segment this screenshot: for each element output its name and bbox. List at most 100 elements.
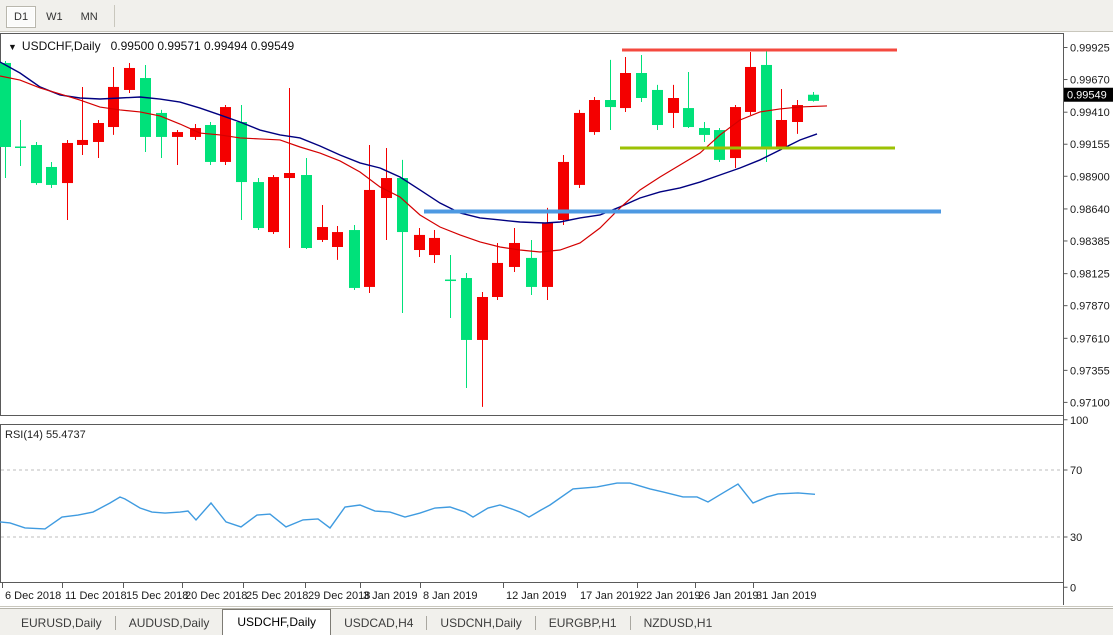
date-tick-label: 3 Jan 2019 [363, 590, 417, 602]
candle-body [156, 112, 167, 137]
candle-body [93, 123, 104, 142]
candle-body [268, 177, 279, 233]
candle-body [714, 130, 725, 160]
chart-tab-usdchf[interactable]: USDCHF,Daily [222, 609, 332, 635]
chart-title: ▼ USDCHF,Daily 0.99500 0.99571 0.99494 0.9… [8, 39, 294, 53]
chevron-down-icon[interactable]: ▼ [8, 42, 17, 52]
candle-body [124, 67, 135, 90]
candle-body [526, 257, 537, 287]
candle-body [301, 175, 312, 249]
timeframe-toolbar: D1 W1 MN [0, 0, 1113, 32]
candle-body [253, 182, 264, 229]
price-tick-label: 0.99410 [1070, 107, 1110, 119]
chart-tab-bar: EURUSD,Daily AUDUSD,Daily USDCHF,Daily USDC… [0, 608, 1113, 635]
date-tick-label: 25 Dec 2018 [246, 590, 308, 602]
candle-body [332, 232, 343, 247]
chart-tab-nzdusd[interactable]: NZDUSD,H1 [643, 616, 713, 630]
candle-body [730, 107, 741, 159]
candle-body [364, 189, 375, 287]
date-tick-label: 12 Jan 2019 [506, 590, 567, 602]
date-tick-label: 29 Dec 2018 [308, 590, 370, 602]
price-tick-label: 0.98385 [1070, 236, 1110, 248]
rsi-tick-label: 70 [1070, 465, 1082, 477]
ma-fast-line [0, 75, 828, 253]
date-tick-label: 22 Jan 2019 [640, 590, 701, 602]
toolbar-separator [113, 4, 115, 27]
candle-body [636, 73, 647, 99]
candle-body [776, 119, 787, 149]
price-tick-label: 0.99155 [1070, 139, 1110, 151]
date-tick-label: 17 Jan 2019 [580, 590, 641, 602]
candle-body [761, 64, 772, 149]
candle-body [140, 78, 151, 137]
tab-separator [114, 616, 116, 630]
price-tick-label: 0.98125 [1070, 269, 1110, 281]
candle-body [381, 178, 392, 199]
chart-tab-eurgbp[interactable]: EURGBP,H1 [548, 616, 617, 630]
price-tick-label: 0.99670 [1070, 75, 1110, 87]
rsi-line [0, 482, 816, 530]
candle-body [668, 98, 679, 113]
timeframe-button-mn[interactable]: MN [80, 10, 98, 23]
candle-body [317, 227, 328, 240]
candle-body [745, 66, 756, 112]
candle-body [652, 89, 663, 126]
candle-body [205, 125, 216, 162]
timeframe-button-d1[interactable]: D1 [6, 5, 37, 28]
price-tick-label: 0.97355 [1070, 365, 1110, 377]
price-tick-label: 0.97100 [1070, 397, 1110, 409]
tab-separator [629, 616, 631, 630]
candle-body [477, 296, 488, 340]
rsi-indicator-label: RSI(14) 55.4737 [5, 429, 86, 441]
candle-body [0, 62, 11, 147]
candle-body [397, 178, 408, 233]
ma-slow-line [0, 61, 818, 224]
candle-body [349, 230, 360, 288]
chart-tab-usdcnh[interactable]: USDCNH,Daily [440, 616, 522, 630]
candle-body [620, 73, 631, 109]
chart-tab-eurusd[interactable]: EURUSD,Daily [21, 616, 102, 630]
candle-body [699, 128, 710, 135]
candle-body [429, 237, 440, 256]
timeframe-button-w1[interactable]: W1 [46, 10, 63, 23]
candle-body [108, 86, 119, 128]
rsi-tick-label: 0 [1070, 582, 1076, 594]
candle-body [509, 242, 520, 267]
candle-body [808, 94, 819, 101]
date-tick-label: 8 Jan 2019 [423, 590, 477, 602]
chart-ohlc-values: 0.99500 0.99571 0.99494 0.99549 [110, 39, 295, 53]
current-price-box [1064, 87, 1113, 102]
main-plot-border [0, 33, 1064, 416]
chart-tab-audusd[interactable]: AUDUSD,Daily [128, 616, 210, 630]
candle-body [15, 146, 26, 148]
tab-separator [534, 616, 536, 630]
rsi-tick-label: 100 [1070, 415, 1088, 427]
candle-body [445, 279, 456, 282]
candle-body [589, 100, 600, 133]
candle-body [574, 112, 585, 185]
chart-tab-usdcad[interactable]: USDCAD,H4 [344, 616, 414, 630]
rsi-tick-label: 30 [1070, 532, 1082, 544]
price-tick-label: 0.99925 [1070, 43, 1110, 55]
candle-body [236, 121, 247, 183]
date-tick-label: 11 Dec 2018 [65, 590, 127, 602]
date-tick-label: 20 Dec 2018 [185, 590, 247, 602]
candle-body [284, 173, 295, 179]
price-tick-label: 0.97870 [1070, 301, 1110, 313]
date-tick-label: 31 Jan 2019 [756, 590, 817, 602]
candle-body [62, 142, 73, 184]
price-tick-label: 0.97610 [1070, 333, 1110, 345]
candle-body [31, 144, 42, 184]
candle-body [558, 161, 569, 220]
candle-body [492, 262, 503, 297]
price-tick-label: 0.98640 [1070, 204, 1110, 216]
date-tick-label: 26 Jan 2019 [698, 590, 759, 602]
rsi-plot-border [0, 424, 1064, 583]
candle-body [46, 166, 57, 185]
current-price-label: 0.99549 [1067, 90, 1107, 102]
date-tick-label: 15 Dec 2018 [126, 590, 188, 602]
candle-body [542, 223, 553, 287]
candle-body [461, 278, 472, 340]
